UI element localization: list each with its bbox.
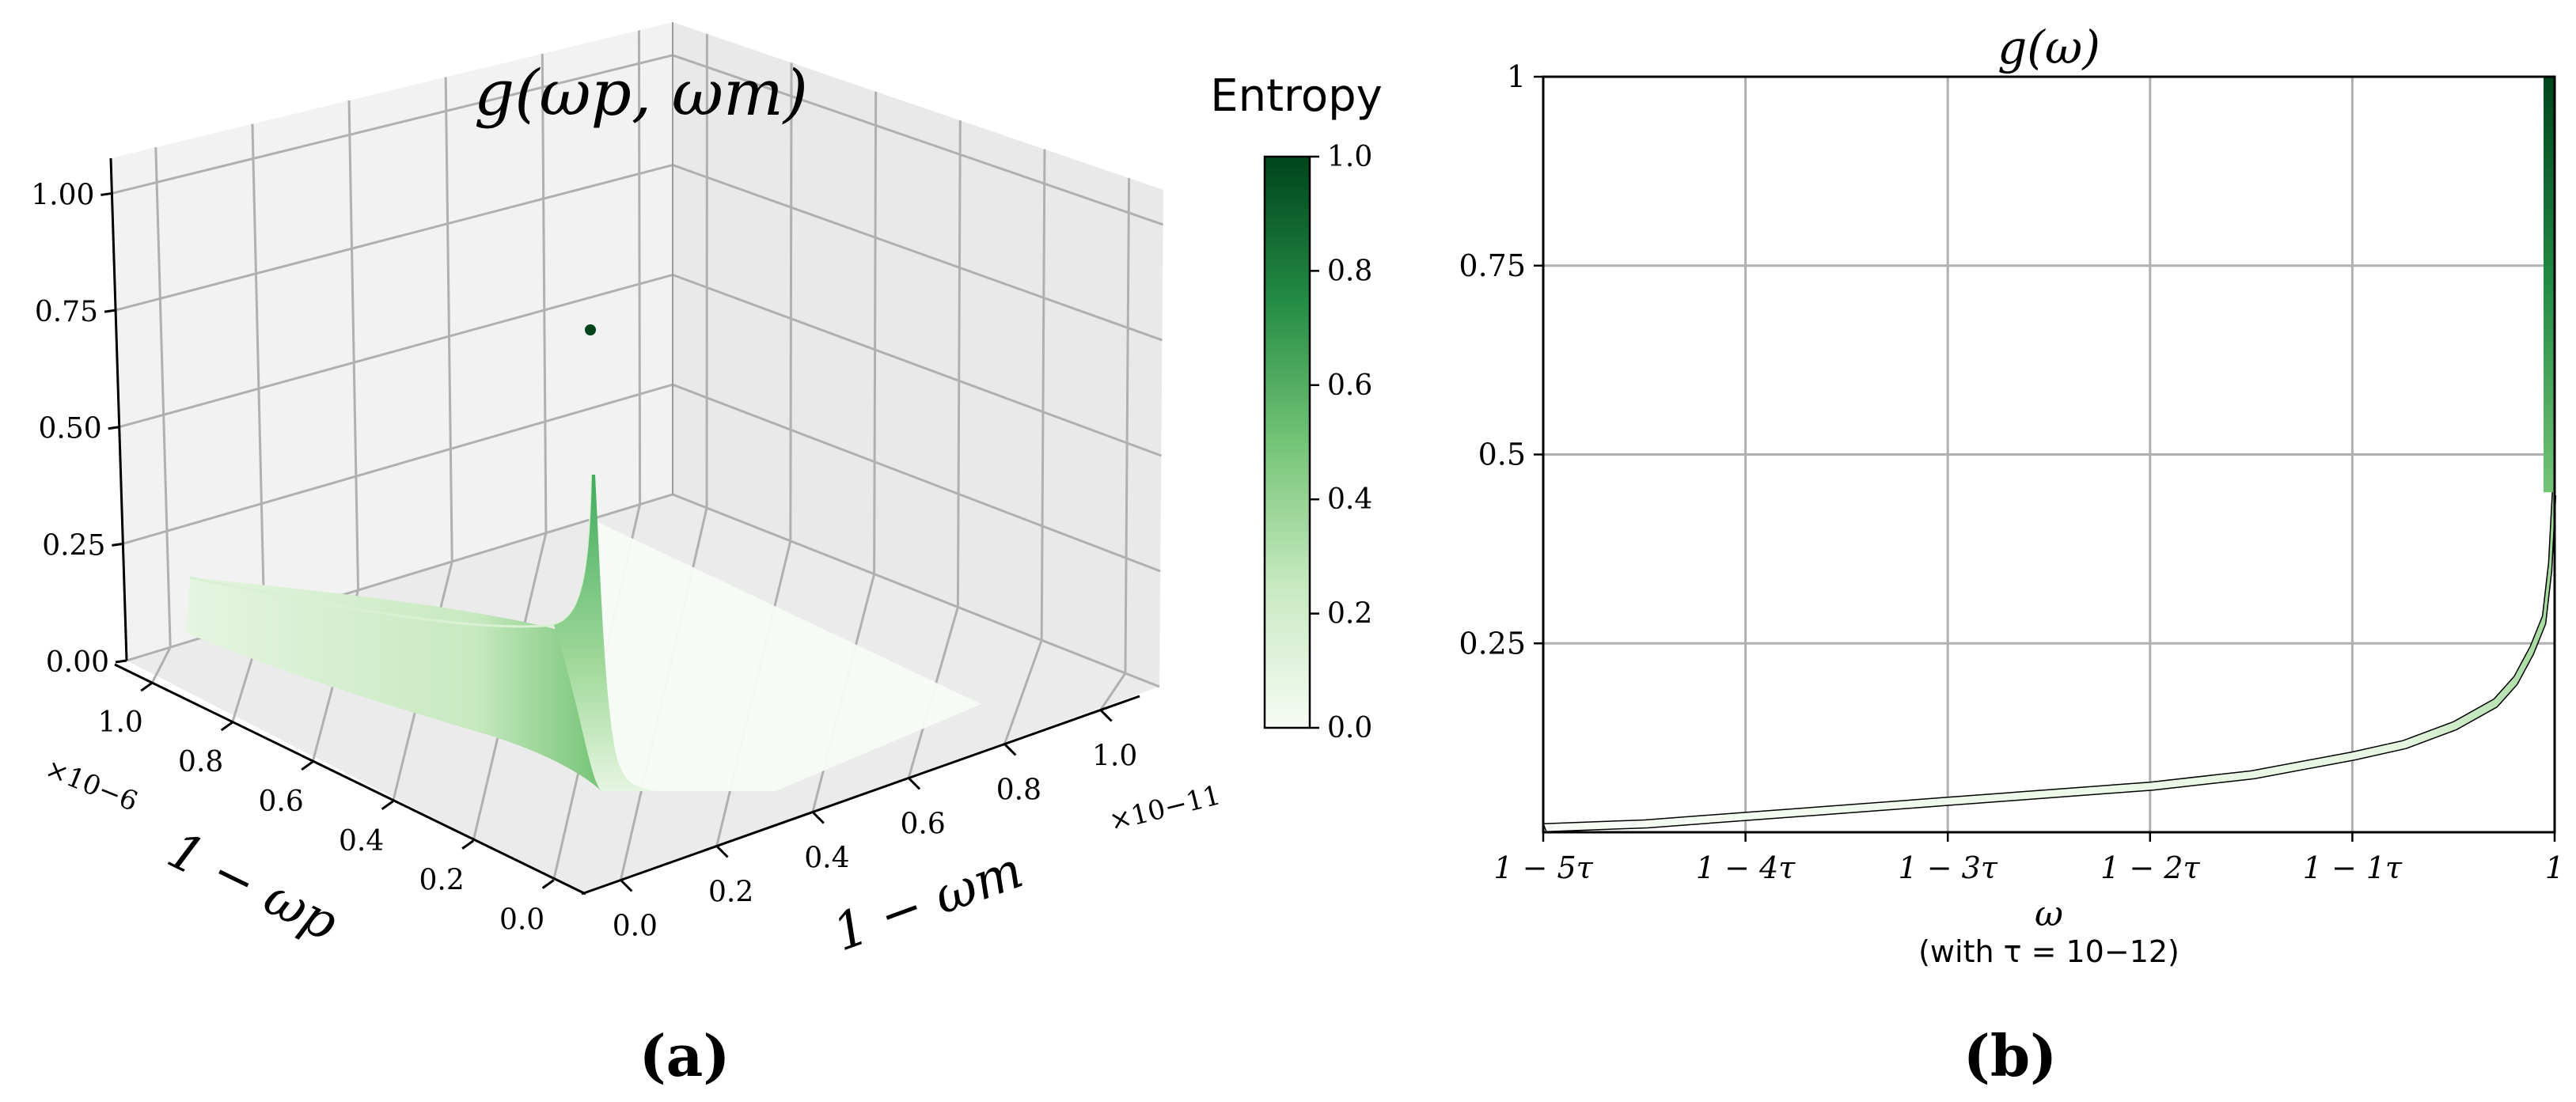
back-right-pane <box>673 22 1163 687</box>
x-axis-line <box>581 695 1140 896</box>
z-tick <box>108 426 120 430</box>
z-tick <box>112 542 123 547</box>
x-tick-label: 1.0 <box>1092 740 1137 773</box>
panel-label-b: (b) <box>1963 1022 2057 1089</box>
x-tick-label: 0.6 <box>900 809 945 841</box>
x-tick-label: 1 − 4τ <box>1696 850 1796 885</box>
colorbar-label: Entropy <box>1210 70 1383 122</box>
ticks-3d <box>101 191 1113 892</box>
x-gridline-floor <box>1003 639 1043 745</box>
x-axis-note-b: (with τ = 10−12) <box>1918 934 2180 969</box>
z-tick <box>115 659 127 664</box>
y-gridline-wall <box>444 77 453 562</box>
z-tick-label: 0.50 <box>39 413 102 445</box>
x-tick <box>908 777 921 790</box>
x-tick-label: 0.0 <box>613 911 658 943</box>
x-tick <box>1003 743 1017 756</box>
y-tick <box>541 879 555 889</box>
colorbar-tick-label: 0.4 <box>1327 483 1372 516</box>
colorbar-tick-label: 0.8 <box>1327 255 1372 287</box>
curve-band <box>1542 482 2557 832</box>
x-axis-label-a: 1 − ωm <box>826 841 1030 963</box>
y-axis-label-a: 1 − ωp <box>158 821 347 953</box>
y-gridline-floor <box>150 646 172 684</box>
vertical-bar-at-1 <box>2544 77 2555 493</box>
y-tick-label: 1.0 <box>98 706 143 739</box>
x-gridline-wall <box>1124 178 1131 674</box>
y-tick-label: 0.25 <box>1459 626 1526 661</box>
y-tick <box>461 839 474 850</box>
y-tick <box>301 760 314 771</box>
x-gridline-wall <box>873 91 878 574</box>
chart-title-a: g(ωp, ωm) <box>474 56 808 130</box>
x-multiplier-a: ×10−11 <box>1106 779 1224 838</box>
colorbar-tick-label: 0.2 <box>1327 598 1372 631</box>
z-tick <box>101 191 112 196</box>
x-tick <box>620 879 633 892</box>
x-tick-label: 0.4 <box>804 843 849 875</box>
y-gridline-wall <box>541 53 548 533</box>
y-multiplier-a: ×10−6 <box>41 752 142 818</box>
chart-title-b: g(ω) <box>1997 21 2100 74</box>
colorbar-ticks: 0.0 0.2 0.4 0.6 0.8 1.0 <box>1310 141 1372 744</box>
y-gridline-wall <box>347 100 360 590</box>
back-left-pane <box>111 22 673 661</box>
y-tick-label: 0.4 <box>339 825 384 858</box>
x-tick <box>811 811 825 824</box>
surface-sheet <box>590 518 981 791</box>
colorbar <box>1263 155 1311 729</box>
x-tick-label: 0.8 <box>996 774 1041 807</box>
y-tick <box>381 800 394 811</box>
surface-curve <box>189 474 594 628</box>
z-tick <box>104 309 116 313</box>
x-tick-label: 1 − 5τ <box>1493 850 1593 885</box>
y-tick-label: 1 <box>1507 59 1526 94</box>
x-tick <box>715 845 729 858</box>
y-axis-line <box>114 663 586 896</box>
z-axis-line <box>109 157 128 661</box>
panel-label-a: (a) <box>639 1022 730 1089</box>
x-tick-label: 0.2 <box>708 877 753 909</box>
x-axis-label-b: ω <box>2035 894 2063 934</box>
x-tick-label: 1 − 1τ <box>2303 850 2403 885</box>
y-gridline-wall <box>154 147 172 648</box>
z-tick-label: 0.00 <box>46 646 109 679</box>
y-tick-label: 0.2 <box>419 865 464 897</box>
y-tick <box>140 681 154 692</box>
x-tick-label: 1 <box>2545 850 2564 885</box>
x-tick <box>1099 709 1113 722</box>
y-gridline-wall <box>251 123 266 619</box>
surface-spike <box>554 475 657 791</box>
isolated-data-point <box>585 324 596 335</box>
x-tick-label: 1 − 2τ <box>2100 850 2200 885</box>
y-tick-label: 0.5 <box>1478 437 1526 472</box>
y-tick-label: 0.75 <box>1459 248 1526 283</box>
x-tick-label: 1 − 3τ <box>1899 850 1998 885</box>
panel-a-3d-chart: 0.000.250.500.751.000.00.20.40.60.81.00.… <box>31 22 1383 1089</box>
x-gridline-wall <box>1040 149 1046 641</box>
surface-wall <box>186 578 601 791</box>
z-tick-label: 1.00 <box>31 179 94 211</box>
z-tick-label: 0.75 <box>35 296 98 328</box>
y-tick-label: 0.6 <box>259 786 304 818</box>
grid-2d <box>1542 75 2556 832</box>
colorbar-tick-label: 0.6 <box>1327 369 1372 402</box>
y-tick-label: 0.0 <box>499 904 544 937</box>
z-tick-label: 0.25 <box>42 529 105 562</box>
y-tick-label: 0.8 <box>178 746 223 778</box>
x-gridline-floor <box>1099 672 1127 711</box>
tick-labels-3d: 0.00 0.25 0.50 0.75 1.00 0.0 0.2 0.4 0.6 0.8 1.0 0.… <box>31 179 1137 942</box>
ticks-2d: 1 − 5τ 1 − 4τ 1 − 3τ 1 − 2τ 1 − 1τ 1 0.25 0.5 0.… <box>1459 59 2564 885</box>
y-tick <box>220 721 233 732</box>
colorbar-tick-label: 0.0 <box>1327 712 1372 744</box>
x-gridline-wall <box>956 120 962 608</box>
panel-b-2d-chart: 1 − 5τ 1 − 4τ 1 − 3τ 1 − 2τ 1 − 1τ 1 0.25 0.5 0.… <box>1459 21 2564 1089</box>
colorbar-tick-label: 1.0 <box>1327 141 1372 173</box>
